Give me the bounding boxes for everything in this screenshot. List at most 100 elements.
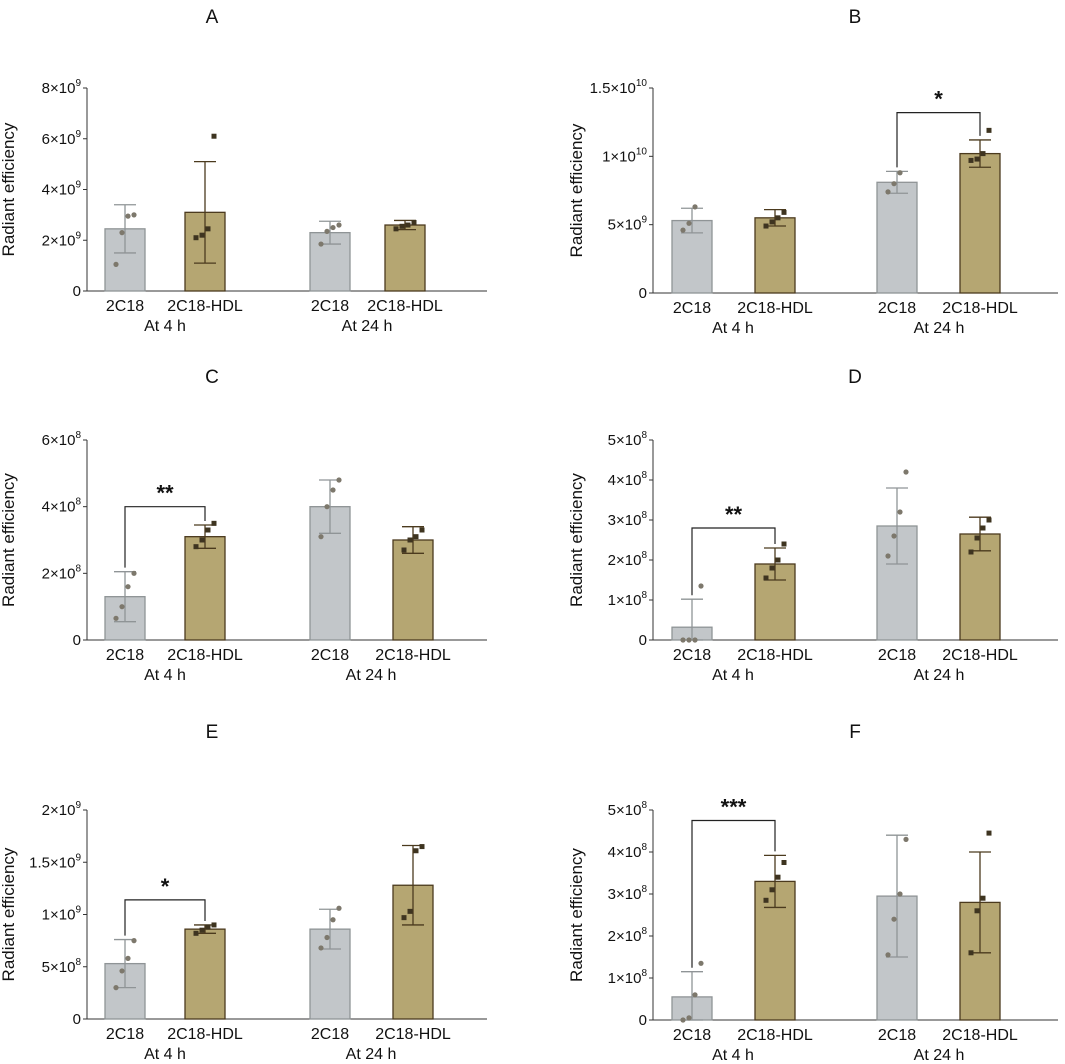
data-point xyxy=(980,895,986,901)
bar-c-1 xyxy=(184,536,226,641)
data-point xyxy=(205,924,211,930)
data-point xyxy=(393,226,399,232)
bar-d-3 xyxy=(959,533,1001,641)
significance-bracket xyxy=(896,112,981,168)
x-group-label: At 24 h xyxy=(914,1047,965,1064)
data-point xyxy=(193,930,199,936)
data-point xyxy=(330,487,336,493)
data-point xyxy=(968,950,974,956)
data-point xyxy=(968,157,974,163)
data-point xyxy=(330,917,336,923)
x-category-label: 2C18-HDL xyxy=(737,647,813,664)
data-point xyxy=(336,905,342,911)
bar-f-3 xyxy=(959,901,1001,1021)
data-point xyxy=(968,549,974,555)
data-point xyxy=(330,224,336,231)
y-tick-label: 0 xyxy=(639,632,647,649)
data-point xyxy=(336,222,342,228)
x-category-label: 2C18 xyxy=(106,1026,144,1043)
x-category-label: 2C18 xyxy=(878,300,916,317)
data-point xyxy=(407,908,413,914)
x-category-label: 2C18 xyxy=(673,300,711,317)
data-point xyxy=(769,219,775,225)
y-tick-label: 4×109 xyxy=(42,180,82,199)
data-point xyxy=(324,934,330,941)
data-point xyxy=(131,212,137,218)
y-axis-label: Radiant efficiency xyxy=(0,122,18,256)
x-category-label: 2C18 xyxy=(673,1027,711,1044)
significance-label: * xyxy=(934,87,943,112)
data-point xyxy=(986,127,992,133)
data-point xyxy=(199,537,205,543)
panel-title: B xyxy=(849,7,862,28)
data-point xyxy=(686,637,692,643)
data-point xyxy=(769,887,775,893)
data-point xyxy=(324,504,330,510)
data-point xyxy=(692,992,698,998)
bar-e-1 xyxy=(184,928,226,1020)
chart-panel-a: A Radiant efficiency 0 2×109 4×109 6×109 8×109… xyxy=(0,7,487,335)
data-point xyxy=(986,517,992,523)
y-tick-label: 5×108 xyxy=(608,800,648,819)
data-point xyxy=(763,223,769,229)
data-point xyxy=(891,533,897,539)
y-tick-label: 0 xyxy=(73,1011,81,1028)
significance-label: ** xyxy=(156,481,174,506)
data-point xyxy=(205,527,211,533)
data-point xyxy=(401,915,407,921)
data-point xyxy=(113,261,119,267)
data-point xyxy=(401,547,407,553)
data-point xyxy=(113,985,119,991)
data-point xyxy=(413,848,419,854)
y-tick-label: 2×108 xyxy=(42,563,82,582)
data-point xyxy=(680,227,686,233)
y-tick-label: 0 xyxy=(639,1012,647,1029)
panel-title: A xyxy=(206,7,219,28)
y-axis-label: Radiant efficiency xyxy=(567,473,586,607)
data-point xyxy=(419,527,425,533)
bar-c-3 xyxy=(392,539,434,641)
y-tick-label: 0 xyxy=(73,283,81,300)
data-point xyxy=(775,557,781,563)
x-category-label: 2C18 xyxy=(311,1026,349,1043)
data-point xyxy=(897,891,903,897)
y-tick-label: 4×108 xyxy=(608,842,648,861)
data-point xyxy=(119,230,125,236)
x-category-label: 2C18-HDL xyxy=(167,1026,243,1043)
data-point xyxy=(399,223,405,229)
data-point xyxy=(119,604,125,610)
data-point xyxy=(413,534,419,540)
data-point xyxy=(891,916,897,922)
x-category-label: 2C18-HDL xyxy=(942,647,1018,664)
data-point xyxy=(781,541,787,547)
data-point xyxy=(211,922,217,928)
data-point xyxy=(986,830,992,836)
y-tick-label: 1×108 xyxy=(608,590,648,609)
x-group-label: At 4 h xyxy=(144,1046,186,1063)
panel-title: F xyxy=(849,722,861,743)
data-point xyxy=(903,469,909,475)
bar-b-3 xyxy=(959,152,1001,294)
data-point xyxy=(680,637,686,643)
data-point xyxy=(131,938,137,944)
panel-title: C xyxy=(205,367,219,388)
data-point xyxy=(119,968,125,974)
significance-label: *** xyxy=(721,795,747,820)
x-group-label: At 24 h xyxy=(346,667,397,684)
data-point xyxy=(205,226,211,232)
panel-title: D xyxy=(848,367,862,388)
bar-b-2 xyxy=(876,181,918,294)
data-point xyxy=(318,241,324,247)
y-axis-label: Radiant efficiency xyxy=(567,848,586,982)
panel-title: E xyxy=(206,722,219,743)
data-point xyxy=(211,133,217,139)
data-point xyxy=(193,235,199,241)
y-tick-label: 0 xyxy=(639,285,647,302)
chart-panel-b: B Radiant efficiency 0 5×109 1×1010 1.5×1010 2… xyxy=(567,7,1058,337)
data-point xyxy=(897,509,903,515)
y-axis-label: Radiant efficiency xyxy=(0,473,18,607)
data-point xyxy=(193,544,199,550)
x-category-label: 2C18-HDL xyxy=(375,1026,451,1043)
data-point xyxy=(199,232,205,238)
x-group-label: At 24 h xyxy=(346,1046,397,1063)
